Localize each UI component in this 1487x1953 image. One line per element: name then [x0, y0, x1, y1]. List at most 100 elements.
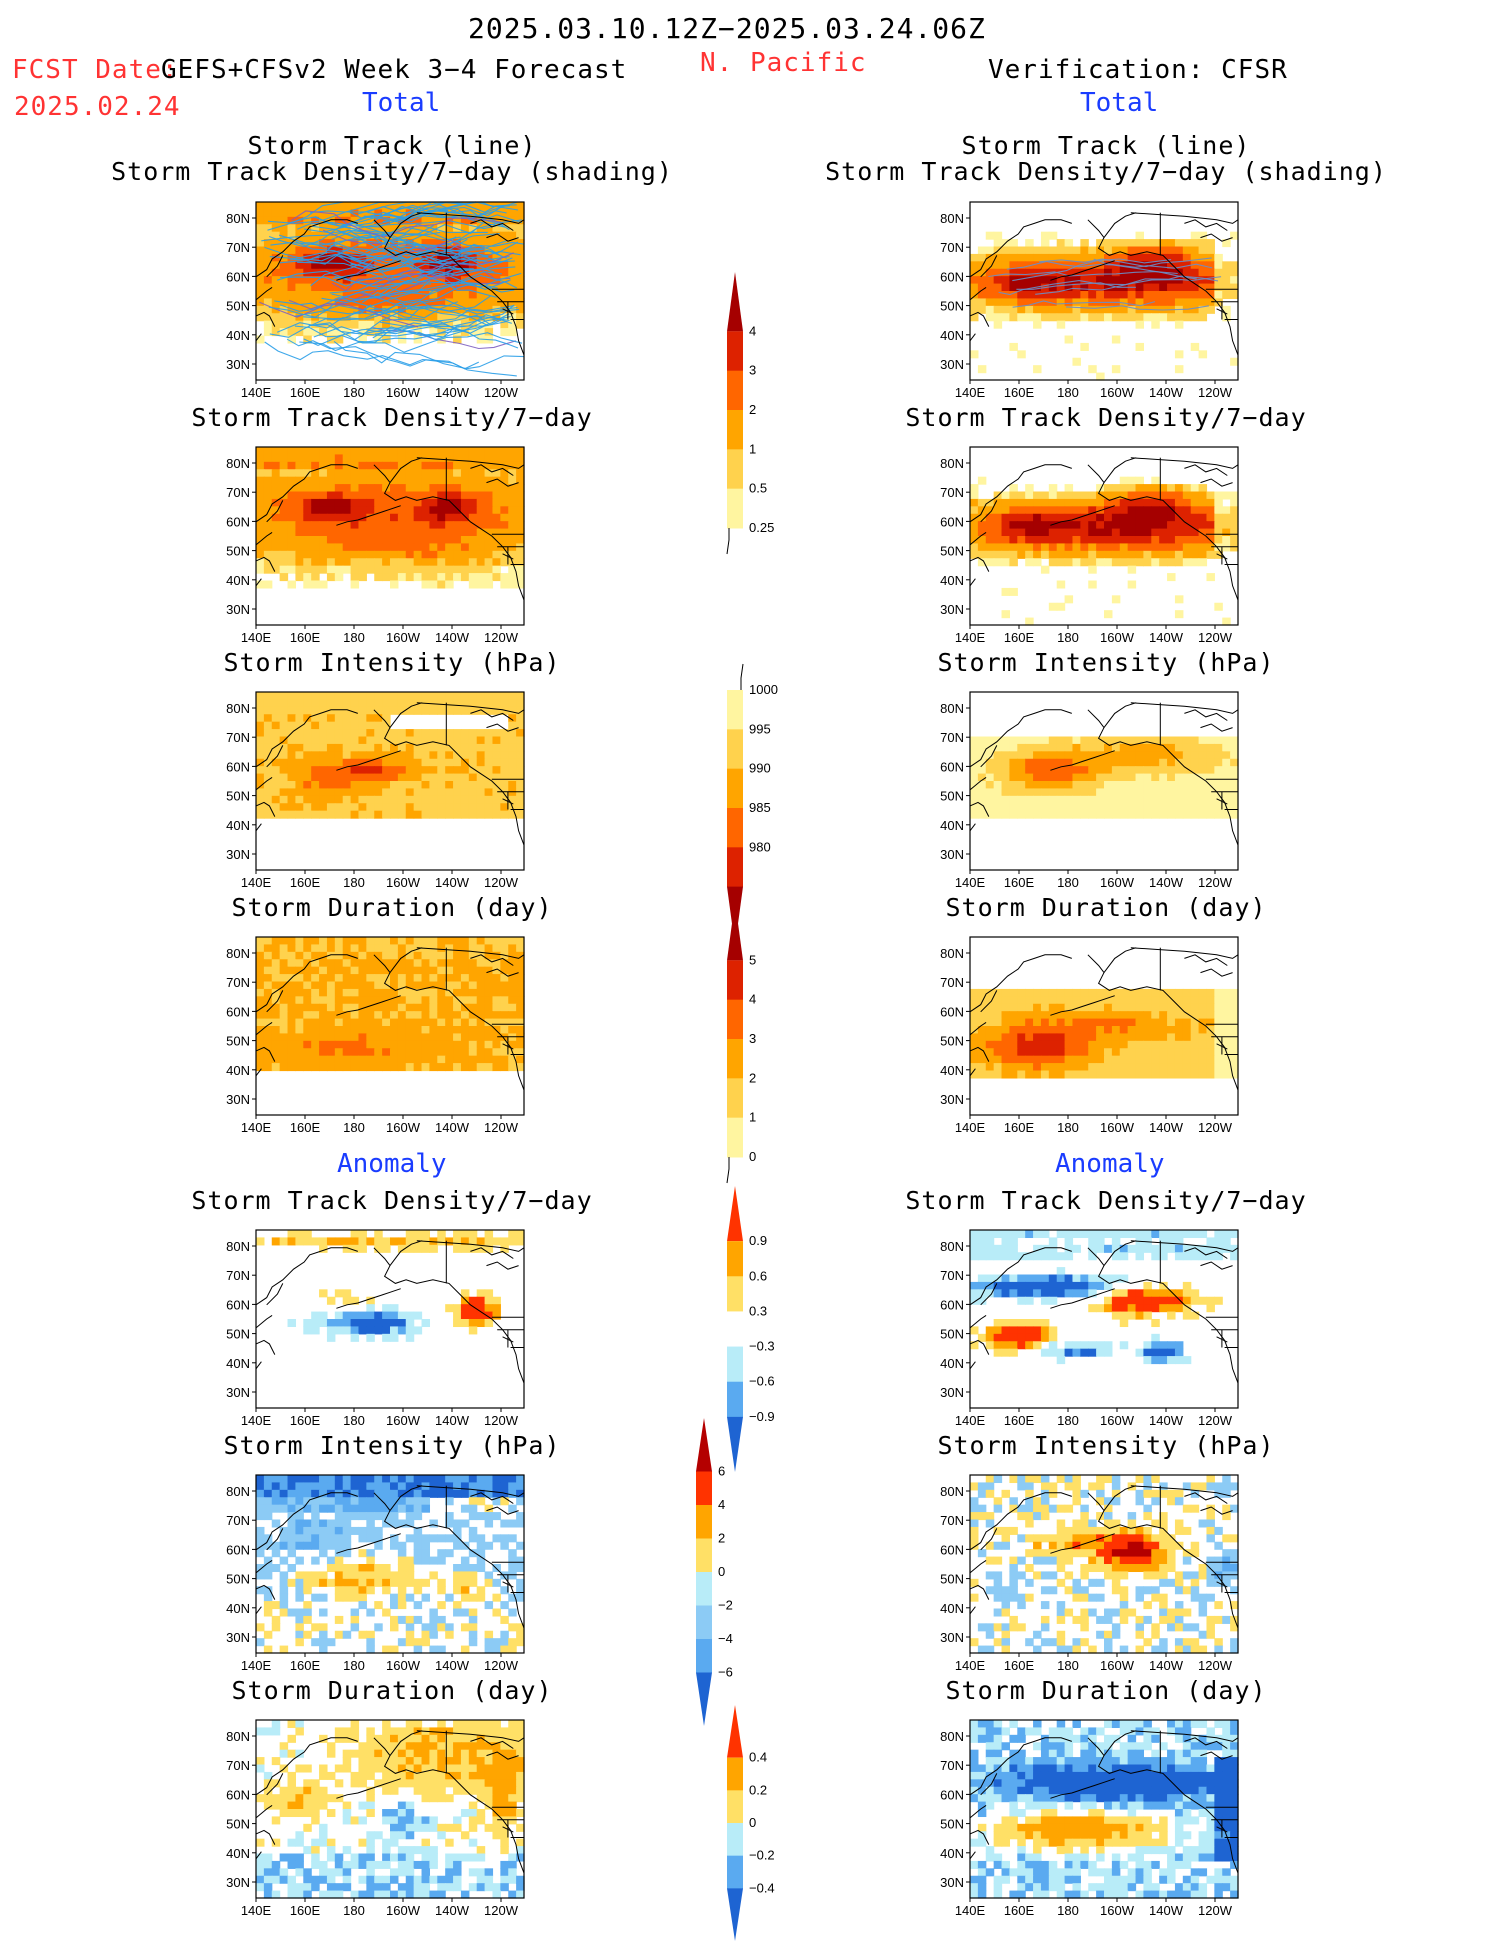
shade-cell [327, 477, 335, 485]
shade-cell [303, 1586, 311, 1594]
shade-cell [351, 1891, 359, 1899]
shade-cell [1167, 514, 1175, 522]
shade-cell [477, 1549, 485, 1557]
shade-cell [280, 996, 288, 1004]
shade-cell [343, 959, 351, 967]
shade-cell [264, 1794, 272, 1802]
shade-cell [288, 1861, 296, 1869]
shade-cell [343, 811, 351, 819]
shade-cell [492, 699, 500, 707]
shade-cell [1088, 306, 1096, 314]
panel-title: Storm Duration (day) [92, 893, 692, 922]
shade-cell [256, 529, 264, 537]
shade-cell [1009, 298, 1017, 306]
shade-cell [382, 514, 390, 522]
shade-cell [327, 811, 335, 819]
shade-cell [256, 1549, 264, 1557]
shade-cell [414, 751, 422, 759]
shade-cell [1072, 558, 1080, 566]
shade-cell [1025, 514, 1033, 522]
shade-cell [978, 477, 986, 485]
lat-tick-label: 80N [226, 946, 250, 961]
shade-cell [508, 543, 516, 551]
shade-cell [288, 944, 296, 952]
shade-cell [358, 811, 366, 819]
shade-cell [374, 692, 382, 700]
shade-cell [264, 1490, 272, 1498]
shade-cell [366, 751, 374, 759]
shade-cell [343, 536, 351, 544]
shade-cell [366, 692, 374, 700]
shade-cell [437, 1824, 445, 1832]
shade-cell [1183, 313, 1191, 321]
shade-cell [1017, 506, 1025, 514]
shade-cell [280, 759, 288, 767]
shade-cell [319, 1802, 327, 1810]
shade-cell [295, 1586, 303, 1594]
shade-cell [382, 737, 390, 745]
shade-cell [1009, 506, 1017, 514]
shade-cell [382, 744, 390, 752]
shade-cell [1191, 521, 1199, 529]
shade-cell [469, 1735, 477, 1743]
coastline [256, 1607, 261, 1614]
shade-cell [303, 454, 311, 462]
shade-cell [485, 1304, 493, 1312]
shade-cell [343, 729, 351, 737]
shade-cell [453, 1041, 461, 1049]
shade-cell [343, 1765, 351, 1773]
shade-cell [351, 321, 359, 329]
shade-cell [986, 298, 994, 306]
shade-cell [1120, 543, 1128, 551]
shade-cell [358, 1891, 366, 1899]
shade-cell [366, 1033, 374, 1041]
shade-cell [1222, 618, 1230, 626]
shade-cell [358, 313, 366, 321]
shade-cell [398, 1319, 406, 1327]
shade-cell [516, 1631, 524, 1639]
shade-cell [358, 1750, 366, 1758]
shade-cell [1041, 291, 1049, 299]
shade-cell [1136, 514, 1144, 522]
shade-cell [485, 1772, 493, 1780]
shade-cell [414, 1586, 422, 1594]
shade-cell [374, 454, 382, 462]
shade-cell [429, 447, 437, 455]
shade-cell [437, 1616, 445, 1624]
shade-cell [327, 447, 335, 455]
shade-cell [366, 1312, 374, 1320]
shade-cell [398, 447, 406, 455]
shade-cell [264, 1779, 272, 1787]
shade-cell [358, 707, 366, 715]
shade-cell [1049, 232, 1057, 240]
shade-cell [1041, 492, 1049, 500]
shade-cell [1143, 558, 1151, 566]
shade-cell [319, 944, 327, 952]
shade-cell [351, 1623, 359, 1631]
shade-cell [319, 1534, 327, 1542]
shade-cell [406, 1063, 414, 1071]
shade-cell [366, 982, 374, 990]
shade-cell [319, 788, 327, 796]
shade-cell [994, 521, 1002, 529]
shade-cell [1128, 247, 1136, 255]
shade-cell [1120, 751, 1128, 759]
shade-cell [327, 751, 335, 759]
shade-cell [508, 1026, 516, 1034]
shade-cell [319, 699, 327, 707]
shade-cell [311, 454, 319, 462]
shade-cell [500, 1809, 508, 1817]
shade-cell [390, 952, 398, 960]
shade-cell [508, 1623, 516, 1631]
shade-cell [358, 1601, 366, 1609]
shade-cell [485, 1631, 493, 1639]
shade-cell [516, 803, 524, 811]
shade-cell [1057, 759, 1065, 767]
shade-cell [288, 543, 296, 551]
shade-cell [437, 759, 445, 767]
shade-cell [351, 454, 359, 462]
shade-cell [303, 1824, 311, 1832]
shade-cell [469, 774, 477, 782]
shade-cell [264, 202, 272, 210]
shade-cell [390, 707, 398, 715]
